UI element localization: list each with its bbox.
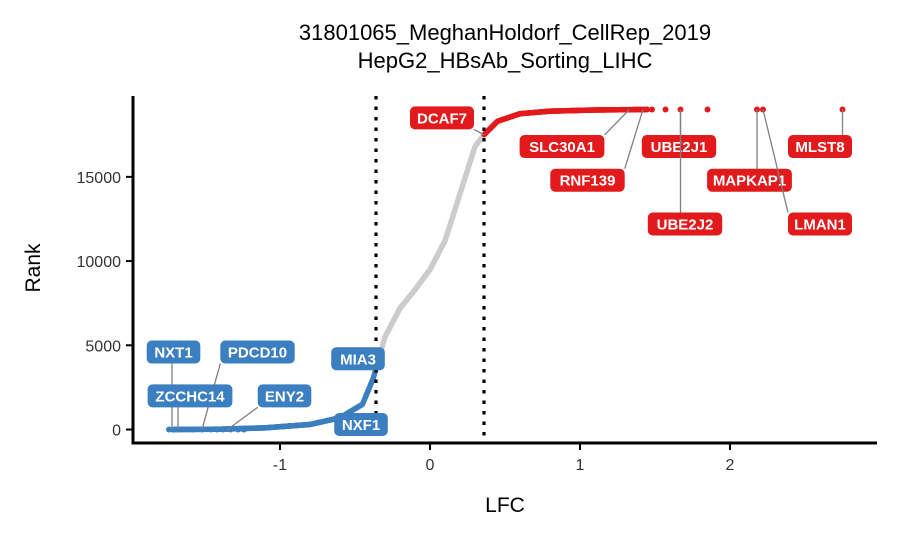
data-point-negative (190, 426, 196, 433)
gene-label: ENY2 (265, 388, 304, 405)
label-leader-line (762, 109, 789, 213)
data-point-positive (662, 106, 669, 113)
gene-label: DCAF7 (417, 110, 467, 127)
gene-label-box (641, 135, 717, 159)
data-point-negative (235, 426, 241, 433)
gene-label: UBE2J2 (657, 217, 714, 234)
gene-label: NXT1 (154, 345, 192, 362)
y-tick-label: 15000 (77, 170, 122, 187)
y-tick-label: 5000 (85, 338, 121, 355)
gene-label-box (220, 340, 295, 364)
label-leader-line (227, 406, 259, 431)
gene-label-box (647, 212, 723, 236)
gene-label-box (788, 135, 852, 159)
label-leader-line (473, 128, 485, 136)
gene-label: SLC30A1 (529, 139, 595, 156)
gene-label: MAPKAP1 (713, 173, 786, 190)
data-point-negative (214, 426, 220, 433)
gene-label: MIA3 (340, 351, 376, 368)
plot-area: -1 0 1 2 0 5000 10000 15000 NXT1 PDCD10 ZCCHC14 ENY… (77, 96, 877, 474)
gene-label-box (550, 168, 625, 192)
gene-label-box (788, 212, 852, 236)
gene-label-box (257, 384, 312, 408)
data-point-negative (166, 426, 172, 433)
y-tick-label: 0 (112, 423, 121, 440)
gene-label-box (147, 384, 233, 408)
gene-label: MLST8 (795, 139, 844, 156)
data-point (644, 106, 651, 113)
x-axis-title: LFC (485, 494, 525, 517)
label-leader-line (603, 109, 630, 136)
chart-subtitle: HepG2_HBsAb_Sorting_LIHC (358, 48, 653, 73)
data-point-negative (220, 426, 226, 433)
data-point-positive (704, 106, 711, 113)
label-leader-line (624, 109, 644, 169)
x-tick-label: 2 (726, 457, 735, 474)
x-tick-label: -1 (273, 457, 287, 474)
x-tick-label: 0 (426, 457, 435, 474)
y-axis-title: Rank (22, 243, 45, 293)
gene-label: RNF139 (560, 173, 616, 190)
x-tick-label: 1 (576, 457, 585, 474)
data-point-negative (172, 426, 178, 433)
gene-label: PDCD10 (228, 345, 287, 362)
gene-label-box (519, 135, 605, 159)
gene-label: ZCCHC14 (155, 388, 225, 405)
gene-label: LMAN1 (794, 217, 846, 234)
data-point-negative (241, 426, 247, 433)
y-tick-label: 10000 (77, 254, 122, 271)
data-point-positive (649, 106, 655, 113)
gene-label: NXF1 (342, 417, 380, 434)
chart-title: 31801065_MeghanHoldorf_CellRep_2019 (299, 20, 711, 45)
gene-label-box (146, 340, 201, 364)
data-point-negative (208, 426, 214, 433)
gene-label-box (334, 412, 388, 436)
gene-label-box (410, 106, 474, 130)
gene-label-box (707, 168, 792, 192)
gene-label-box (331, 347, 385, 371)
gene-label: UBE2J1 (651, 139, 708, 156)
